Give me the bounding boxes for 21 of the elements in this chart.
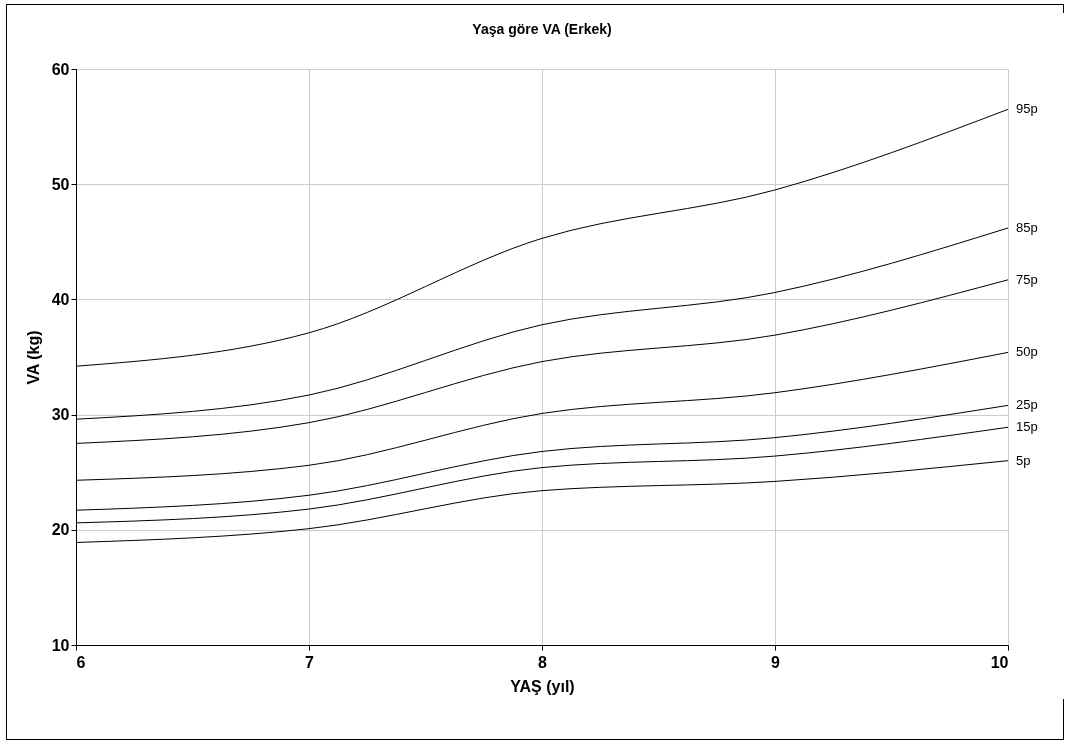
y-tick-label: 30 <box>51 406 70 424</box>
chart-title: Yaşa göre VA (Erkek) <box>472 21 612 37</box>
series-label: 50p <box>1016 344 1038 360</box>
series-label: 85p <box>1016 219 1038 235</box>
y-tick-label: 60 <box>51 60 70 78</box>
x-tick-label: 7 <box>305 653 315 671</box>
y-tick-label: 50 <box>51 175 70 193</box>
x-tick-label: 10 <box>990 653 1009 671</box>
x-tick-label: 8 <box>538 653 548 671</box>
y-tick-label: 20 <box>51 521 70 539</box>
series-label: 5p <box>1016 452 1031 468</box>
series-label: 75p <box>1016 271 1038 287</box>
series-label: 15p <box>1016 419 1038 435</box>
x-axis-title: YAŞ (yıl) <box>510 677 575 695</box>
series-label: 25p <box>1016 397 1038 413</box>
y-axis-title: VA (kg) <box>24 330 42 385</box>
x-tick-label: 6 <box>76 653 86 671</box>
y-tick-label: 10 <box>51 636 70 654</box>
x-tick-label: 9 <box>771 653 781 671</box>
series-label: 95p <box>1016 101 1038 117</box>
y-tick-label: 40 <box>51 290 70 308</box>
